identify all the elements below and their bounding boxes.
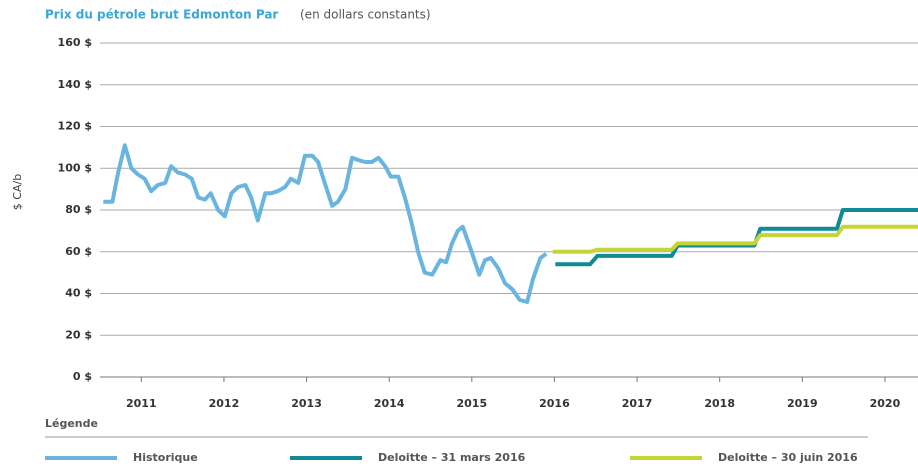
x-tick-label: 2019 bbox=[787, 397, 818, 410]
x-tick-label: 2011 bbox=[126, 397, 157, 410]
legend-label: Deloitte – 31 mars 2016 bbox=[378, 451, 526, 464]
legend-label: Historique bbox=[133, 451, 198, 464]
legend-label: Deloitte – 30 juin 2016 bbox=[718, 451, 858, 464]
y-tick-label: 80 $ bbox=[65, 203, 92, 216]
y-tick-label: 20 $ bbox=[65, 328, 92, 341]
x-tick-label: 2015 bbox=[457, 397, 488, 410]
y-tick-label: 0 $ bbox=[73, 370, 92, 383]
y-tick-label: 40 $ bbox=[65, 287, 92, 300]
x-tick-label: 2014 bbox=[374, 397, 405, 410]
x-tick-label: 2018 bbox=[704, 397, 735, 410]
y-tick-label: 160 $ bbox=[58, 36, 92, 49]
series-line bbox=[103, 143, 548, 304]
x-tick-label: 2016 bbox=[539, 397, 570, 410]
y-tick-label: 140 $ bbox=[58, 78, 92, 91]
legend-title: Légende bbox=[45, 417, 98, 430]
y-tick-label: 120 $ bbox=[58, 120, 92, 133]
x-tick-label: 2013 bbox=[291, 397, 322, 410]
y-tick-label: 60 $ bbox=[65, 245, 92, 258]
x-tick-label: 2017 bbox=[622, 397, 653, 410]
chart-subtitle: (en dollars constants) bbox=[300, 8, 431, 22]
chart-title: Prix du pétrole brut Edmonton Par bbox=[45, 8, 278, 22]
x-tick-label: 2012 bbox=[209, 397, 240, 410]
series-line bbox=[552, 224, 918, 254]
y-axis-label: $ CA/b bbox=[11, 174, 24, 210]
series-line bbox=[555, 208, 918, 267]
x-tick-label: 2020 bbox=[870, 397, 901, 410]
y-tick-label: 100 $ bbox=[58, 161, 92, 174]
